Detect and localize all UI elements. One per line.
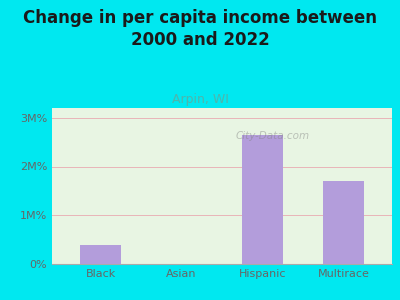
Text: City-Data.com: City-Data.com	[236, 131, 310, 141]
Text: Change in per capita income between
2000 and 2022: Change in per capita income between 2000…	[23, 9, 377, 49]
Bar	[323, 181, 364, 264]
Bar	[80, 244, 121, 264]
Text: Arpin, WI: Arpin, WI	[172, 93, 228, 106]
Bar	[242, 135, 283, 264]
